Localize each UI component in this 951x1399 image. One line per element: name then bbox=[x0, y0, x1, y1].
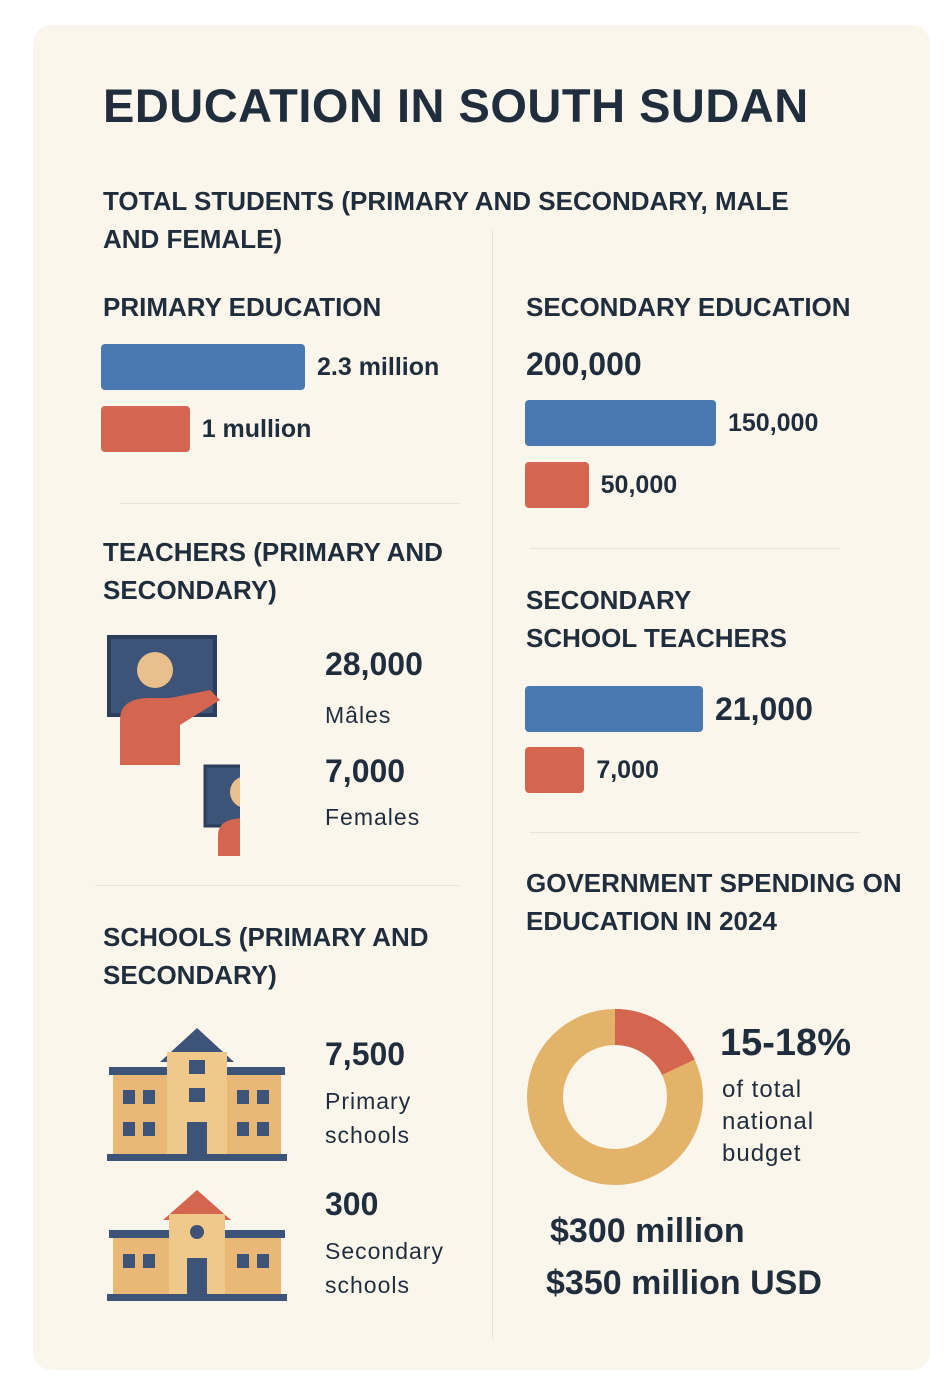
donut-slice bbox=[614, 1009, 695, 1076]
bar-label: 7,000 bbox=[596, 756, 659, 784]
amount: $300 million bbox=[550, 1212, 745, 1250]
bar bbox=[525, 686, 703, 732]
share-label: 15-18% bbox=[720, 1022, 851, 1064]
divider bbox=[95, 885, 460, 886]
bar-label: 1 mullion bbox=[201, 415, 312, 443]
stat-value: 300 bbox=[325, 1186, 379, 1222]
stat-label: Mâles bbox=[325, 702, 392, 728]
bar-label: 2.3 million bbox=[317, 353, 440, 381]
stat-value: 7,000 bbox=[325, 753, 406, 789]
school-icons bbox=[107, 1028, 287, 1301]
divider bbox=[120, 503, 460, 504]
heading: GOVERNMENT SPENDING ON EDUCATION IN 2024 bbox=[526, 868, 902, 936]
heading: SECONDARY SCHOOL TEACHERS bbox=[526, 585, 787, 653]
bar bbox=[525, 747, 585, 793]
bar bbox=[101, 406, 190, 452]
divider bbox=[492, 230, 493, 1340]
heading: PRIMARY EDUCATION bbox=[103, 292, 382, 322]
amount: $350 million USD bbox=[546, 1264, 822, 1302]
heading: SCHOOLS (PRIMARY AND SECONDARY) bbox=[103, 922, 429, 990]
bar bbox=[101, 344, 305, 390]
bar bbox=[525, 400, 716, 446]
bar-label: 50,000 bbox=[600, 471, 678, 499]
title: EDUCATION IN SOUTH SUDAN bbox=[103, 79, 809, 132]
stat-value: 28,000 bbox=[325, 646, 423, 682]
stat-value: 7,500 bbox=[325, 1036, 406, 1072]
stat-label: Primary schools bbox=[325, 1088, 412, 1148]
divider bbox=[530, 832, 860, 833]
heading: TEACHERS (PRIMARY AND SECONDARY) bbox=[103, 537, 443, 605]
total: 200,000 bbox=[526, 346, 642, 382]
donut bbox=[527, 1009, 703, 1185]
divider bbox=[530, 548, 840, 549]
share-caption: of total national budget bbox=[722, 1076, 815, 1167]
heading: TOTAL STUDENTS (PRIMARY AND SECONDARY, M… bbox=[103, 186, 789, 254]
teacher-icons bbox=[107, 635, 240, 856]
bar bbox=[525, 462, 589, 508]
bar-label: 21,000 bbox=[715, 691, 813, 727]
heading: SECONDARY EDUCATION bbox=[526, 292, 851, 322]
stat-label: Secondary schools bbox=[325, 1238, 444, 1298]
bar-label: 150,000 bbox=[728, 409, 819, 437]
stat-label: Females bbox=[325, 804, 421, 830]
